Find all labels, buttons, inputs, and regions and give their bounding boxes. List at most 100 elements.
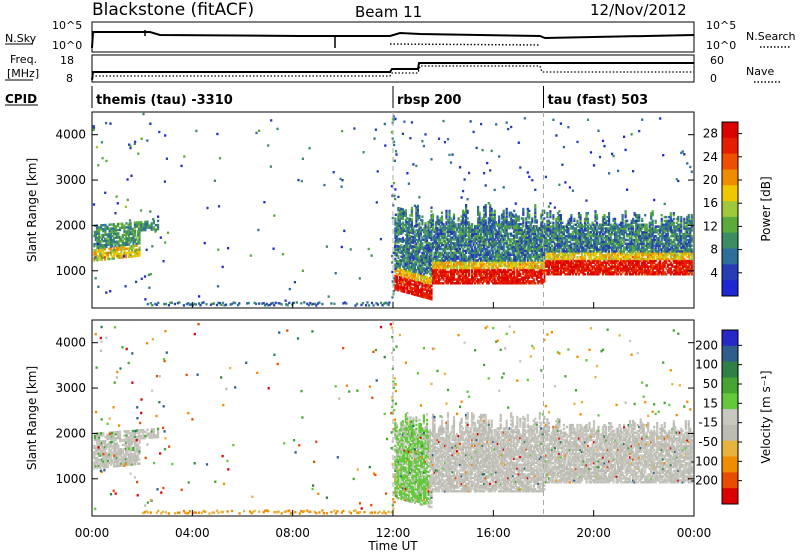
data-cell <box>419 257 422 260</box>
data-cell <box>409 219 412 223</box>
data-cell <box>406 245 409 249</box>
data-cell <box>115 195 118 198</box>
data-cell <box>471 272 474 275</box>
data-cell <box>430 257 433 261</box>
data-cell <box>468 236 471 239</box>
data-cell <box>552 227 555 230</box>
data-cell <box>499 244 502 247</box>
data-cell <box>496 266 499 270</box>
data-cell <box>486 226 489 230</box>
data-cell <box>540 240 543 243</box>
data-cell <box>558 229 561 232</box>
data-cell <box>472 230 475 234</box>
data-cell <box>490 270 493 274</box>
data-cell <box>452 268 456 272</box>
data-cell <box>615 227 618 230</box>
data-cell <box>463 219 466 222</box>
data-cell <box>565 227 568 230</box>
data-cell <box>523 249 526 253</box>
data-cell <box>127 247 131 250</box>
data-cell <box>395 221 398 225</box>
data-cell <box>489 232 492 235</box>
data-cell <box>475 228 478 232</box>
data-cell <box>532 261 535 264</box>
data-cell <box>431 266 435 270</box>
data-cell <box>580 242 584 245</box>
data-cell <box>410 229 413 233</box>
data-cell <box>394 269 397 272</box>
data-cell <box>96 244 99 248</box>
data-cell <box>124 243 128 246</box>
data-cell <box>591 235 594 238</box>
data-cell <box>410 288 413 292</box>
data-cell <box>532 244 535 247</box>
data-cell <box>483 270 486 274</box>
data-cell <box>469 244 472 247</box>
data-cell <box>508 225 511 228</box>
data-cell <box>398 222 401 226</box>
data-cell <box>484 205 487 209</box>
data-cell <box>410 260 413 263</box>
data-cell <box>556 227 559 230</box>
data-cell <box>100 244 103 247</box>
data-cell <box>427 257 430 260</box>
data-cell <box>496 247 499 251</box>
data-cell <box>585 240 588 244</box>
data-cell <box>454 245 457 249</box>
data-cell <box>459 282 462 285</box>
data-cell <box>504 263 507 266</box>
data-cell <box>552 217 555 221</box>
data-cell <box>588 255 591 259</box>
data-cell <box>404 256 407 260</box>
data-cell <box>451 270 454 274</box>
data-cell <box>583 240 587 244</box>
data-cell <box>358 277 361 280</box>
data-cell <box>466 245 469 249</box>
data-cell <box>505 226 508 230</box>
data-cell <box>406 249 409 252</box>
data-cell <box>457 274 460 277</box>
data-cell <box>594 240 597 244</box>
data-cell <box>540 238 543 241</box>
data-cell <box>406 287 409 290</box>
data-cell <box>553 263 556 266</box>
data-cell <box>439 278 442 281</box>
data-cell <box>493 259 496 262</box>
data-cell <box>514 245 517 249</box>
data-cell <box>403 263 406 267</box>
data-cell <box>419 230 422 233</box>
data-cell <box>425 235 429 239</box>
data-cell <box>144 220 147 224</box>
data-cell <box>424 262 427 265</box>
data-cell <box>585 215 588 219</box>
data-cell <box>571 254 574 257</box>
data-cell <box>546 250 549 253</box>
data-cell <box>519 228 522 232</box>
data-cell <box>409 252 412 255</box>
data-cell <box>529 282 532 285</box>
data-cell <box>400 240 403 243</box>
data-cell <box>579 242 582 245</box>
data-cell <box>522 213 525 216</box>
data-cell <box>498 223 501 226</box>
data-cell <box>480 240 483 243</box>
data-cell <box>568 248 571 251</box>
data-cell <box>579 263 582 266</box>
data-cell <box>449 221 453 224</box>
data-cell <box>398 211 401 214</box>
data-cell <box>528 270 531 274</box>
data-cell <box>462 223 465 226</box>
data-cell <box>468 228 471 232</box>
data-cell <box>353 127 356 130</box>
data-cell <box>409 286 412 289</box>
data-cell <box>544 231 547 234</box>
data-cell <box>436 261 439 264</box>
data-cell <box>110 231 113 234</box>
data-cell <box>583 273 587 276</box>
data-cell <box>430 288 433 291</box>
data-cell <box>496 259 499 262</box>
data-cell <box>437 240 441 243</box>
data-cell <box>452 272 456 275</box>
data-cell <box>436 221 439 224</box>
